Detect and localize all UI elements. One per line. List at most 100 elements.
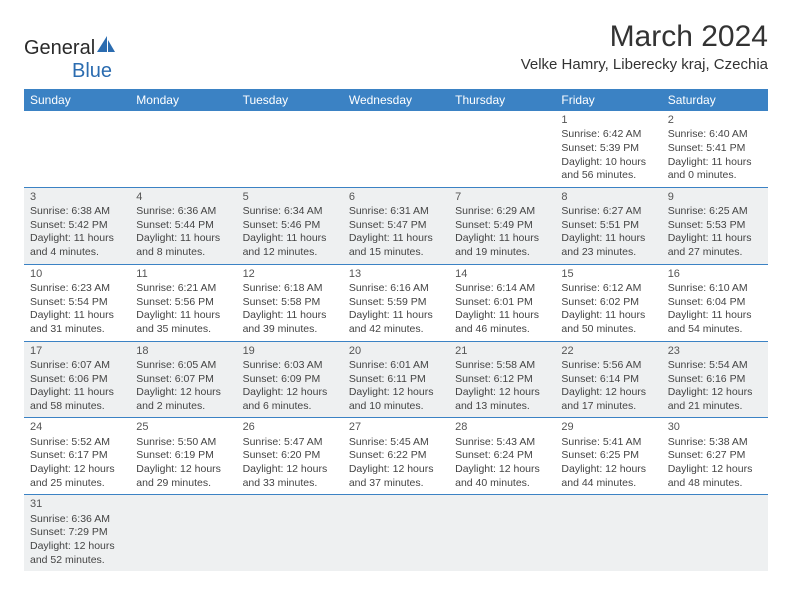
sunset-text: Sunset: 6:14 PM <box>561 373 655 387</box>
sunset-text: Sunset: 5:58 PM <box>243 296 337 310</box>
calendar-day-cell <box>449 111 555 187</box>
day-number: 25 <box>136 420 230 434</box>
day-number: 19 <box>243 344 337 358</box>
calendar-day-cell <box>24 111 130 187</box>
daylight-text: Daylight: 12 hours and 40 minutes. <box>455 463 549 490</box>
calendar-day-cell: 21Sunrise: 5:58 AMSunset: 6:12 PMDayligh… <box>449 341 555 418</box>
logo-text-dark: General <box>24 37 95 59</box>
calendar-day-cell <box>237 495 343 571</box>
daylight-text: Daylight: 12 hours and 33 minutes. <box>243 463 337 490</box>
logo-text: GeneralBlue <box>24 34 117 83</box>
calendar-week-row: 1Sunrise: 6:42 AMSunset: 5:39 PMDaylight… <box>24 111 768 187</box>
day-number: 12 <box>243 267 337 281</box>
sunset-text: Sunset: 6:12 PM <box>455 373 549 387</box>
day-number: 11 <box>136 267 230 281</box>
daylight-text: Daylight: 11 hours and 8 minutes. <box>136 232 230 259</box>
sunrise-text: Sunrise: 6:23 AM <box>30 282 124 296</box>
sunrise-text: Sunrise: 5:38 AM <box>668 436 762 450</box>
calendar-day-cell: 28Sunrise: 5:43 AMSunset: 6:24 PMDayligh… <box>449 418 555 495</box>
day-number: 13 <box>349 267 443 281</box>
day-number: 21 <box>455 344 549 358</box>
sunrise-text: Sunrise: 5:52 AM <box>30 436 124 450</box>
calendar-day-cell: 26Sunrise: 5:47 AMSunset: 6:20 PMDayligh… <box>237 418 343 495</box>
sunrise-text: Sunrise: 6:40 AM <box>668 128 762 142</box>
calendar-day-cell: 4Sunrise: 6:36 AMSunset: 5:44 PMDaylight… <box>130 187 236 264</box>
calendar-day-cell <box>555 495 661 571</box>
daylight-text: Daylight: 11 hours and 54 minutes. <box>668 309 762 336</box>
calendar-day-cell: 2Sunrise: 6:40 AMSunset: 5:41 PMDaylight… <box>662 111 768 187</box>
sunset-text: Sunset: 6:17 PM <box>30 449 124 463</box>
calendar-week-row: 10Sunrise: 6:23 AMSunset: 5:54 PMDayligh… <box>24 264 768 341</box>
daylight-text: Daylight: 12 hours and 48 minutes. <box>668 463 762 490</box>
sunset-text: Sunset: 6:01 PM <box>455 296 549 310</box>
daylight-text: Daylight: 12 hours and 6 minutes. <box>243 386 337 413</box>
daylight-text: Daylight: 11 hours and 31 minutes. <box>30 309 124 336</box>
day-number: 8 <box>561 190 655 204</box>
header: GeneralBlue March 2024 Velke Hamry, Libe… <box>24 20 768 83</box>
calendar-body: 1Sunrise: 6:42 AMSunset: 5:39 PMDaylight… <box>24 111 768 571</box>
sunset-text: Sunset: 5:51 PM <box>561 219 655 233</box>
sunrise-text: Sunrise: 6:34 AM <box>243 205 337 219</box>
logo: GeneralBlue <box>24 34 117 83</box>
day-number: 28 <box>455 420 549 434</box>
sunset-text: Sunset: 5:44 PM <box>136 219 230 233</box>
page-title: March 2024 <box>521 20 768 54</box>
daylight-text: Daylight: 12 hours and 10 minutes. <box>349 386 443 413</box>
daylight-text: Daylight: 12 hours and 2 minutes. <box>136 386 230 413</box>
calendar-day-cell <box>449 495 555 571</box>
sunrise-text: Sunrise: 5:58 AM <box>455 359 549 373</box>
weekday-header: Wednesday <box>343 89 449 111</box>
sail-icon <box>95 34 117 54</box>
sunrise-text: Sunrise: 6:16 AM <box>349 282 443 296</box>
sunset-text: Sunset: 6:02 PM <box>561 296 655 310</box>
daylight-text: Daylight: 11 hours and 39 minutes. <box>243 309 337 336</box>
calendar-day-cell: 15Sunrise: 6:12 AMSunset: 6:02 PMDayligh… <box>555 264 661 341</box>
weekday-header: Monday <box>130 89 236 111</box>
sunset-text: Sunset: 5:47 PM <box>349 219 443 233</box>
sunrise-text: Sunrise: 6:27 AM <box>561 205 655 219</box>
calendar-day-cell <box>130 495 236 571</box>
calendar-day-cell: 6Sunrise: 6:31 AMSunset: 5:47 PMDaylight… <box>343 187 449 264</box>
sunrise-text: Sunrise: 5:43 AM <box>455 436 549 450</box>
sunrise-text: Sunrise: 6:25 AM <box>668 205 762 219</box>
day-number: 10 <box>30 267 124 281</box>
calendar-day-cell: 18Sunrise: 6:05 AMSunset: 6:07 PMDayligh… <box>130 341 236 418</box>
sunset-text: Sunset: 6:06 PM <box>30 373 124 387</box>
weekday-header: Saturday <box>662 89 768 111</box>
daylight-text: Daylight: 12 hours and 44 minutes. <box>561 463 655 490</box>
calendar-day-cell: 5Sunrise: 6:34 AMSunset: 5:46 PMDaylight… <box>237 187 343 264</box>
sunrise-text: Sunrise: 6:05 AM <box>136 359 230 373</box>
calendar-day-cell <box>343 495 449 571</box>
calendar-table: Sunday Monday Tuesday Wednesday Thursday… <box>24 89 768 571</box>
sunset-text: Sunset: 6:25 PM <box>561 449 655 463</box>
sunrise-text: Sunrise: 6:42 AM <box>561 128 655 142</box>
calendar-day-cell <box>662 495 768 571</box>
calendar-day-cell: 22Sunrise: 5:56 AMSunset: 6:14 PMDayligh… <box>555 341 661 418</box>
weekday-header: Sunday <box>24 89 130 111</box>
daylight-text: Daylight: 11 hours and 15 minutes. <box>349 232 443 259</box>
calendar-day-cell: 19Sunrise: 6:03 AMSunset: 6:09 PMDayligh… <box>237 341 343 418</box>
sunrise-text: Sunrise: 6:18 AM <box>243 282 337 296</box>
sunrise-text: Sunrise: 6:38 AM <box>30 205 124 219</box>
sunset-text: Sunset: 5:42 PM <box>30 219 124 233</box>
day-number: 5 <box>243 190 337 204</box>
day-number: 20 <box>349 344 443 358</box>
calendar-day-cell: 27Sunrise: 5:45 AMSunset: 6:22 PMDayligh… <box>343 418 449 495</box>
sunrise-text: Sunrise: 6:12 AM <box>561 282 655 296</box>
sunrise-text: Sunrise: 5:56 AM <box>561 359 655 373</box>
daylight-text: Daylight: 11 hours and 58 minutes. <box>30 386 124 413</box>
sunset-text: Sunset: 5:49 PM <box>455 219 549 233</box>
calendar-day-cell: 13Sunrise: 6:16 AMSunset: 5:59 PMDayligh… <box>343 264 449 341</box>
sunrise-text: Sunrise: 6:14 AM <box>455 282 549 296</box>
sunrise-text: Sunrise: 5:45 AM <box>349 436 443 450</box>
daylight-text: Daylight: 12 hours and 52 minutes. <box>30 540 124 567</box>
sunrise-text: Sunrise: 6:10 AM <box>668 282 762 296</box>
calendar-day-cell: 29Sunrise: 5:41 AMSunset: 6:25 PMDayligh… <box>555 418 661 495</box>
calendar-day-cell <box>343 111 449 187</box>
sunrise-text: Sunrise: 6:21 AM <box>136 282 230 296</box>
sunset-text: Sunset: 5:59 PM <box>349 296 443 310</box>
calendar-day-cell: 17Sunrise: 6:07 AMSunset: 6:06 PMDayligh… <box>24 341 130 418</box>
sunrise-text: Sunrise: 5:47 AM <box>243 436 337 450</box>
sunset-text: Sunset: 6:09 PM <box>243 373 337 387</box>
day-number: 15 <box>561 267 655 281</box>
